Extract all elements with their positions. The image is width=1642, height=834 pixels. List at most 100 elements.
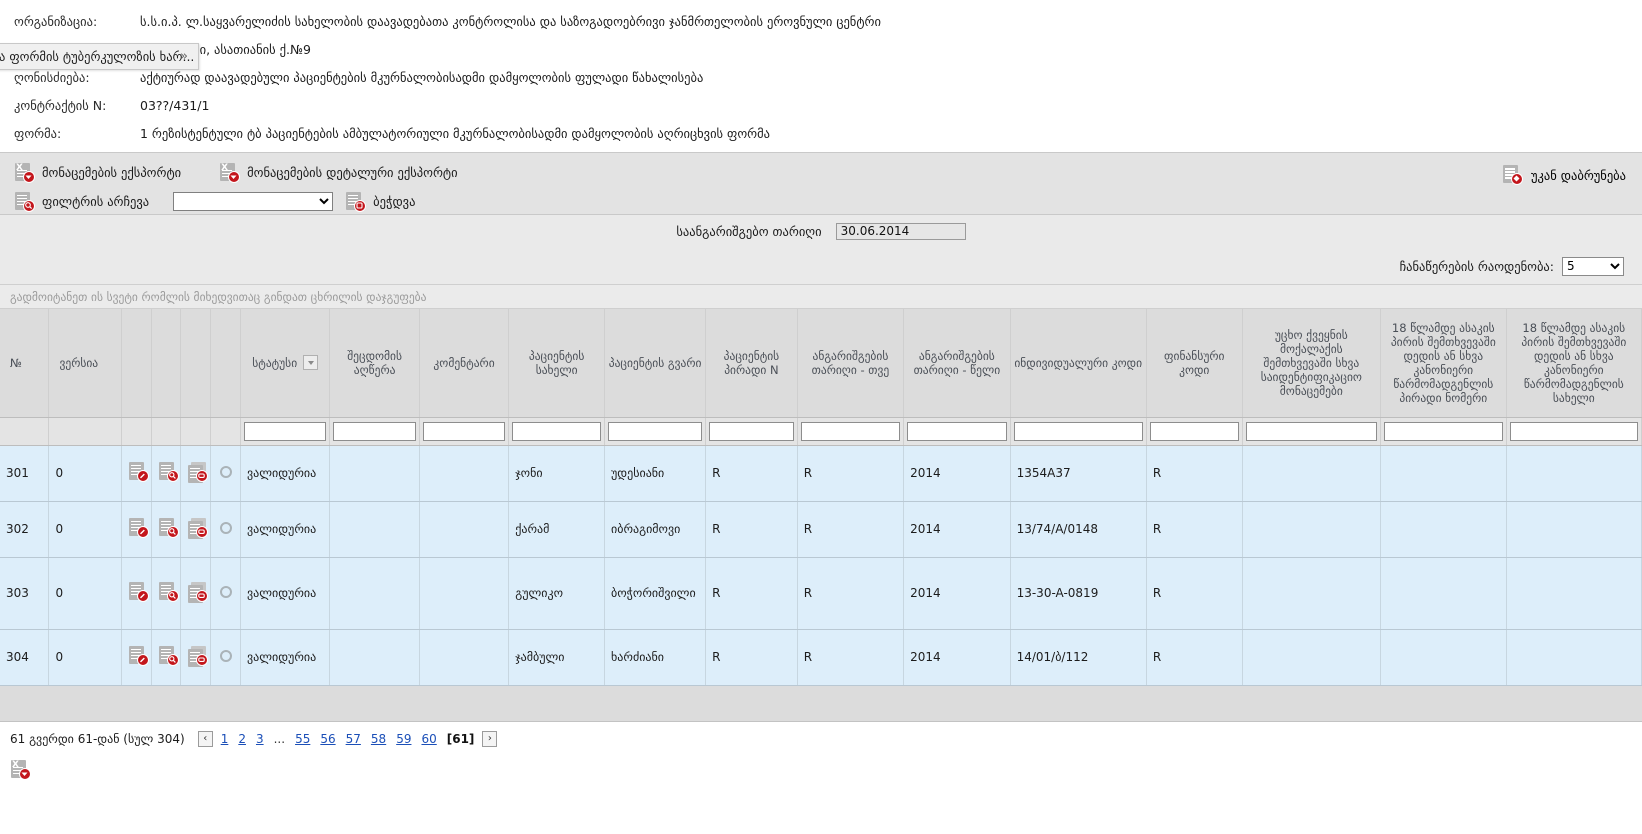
bottom-export-icon-stub[interactable]: X (0, 756, 1642, 784)
cell-comment (419, 501, 510, 558)
edit-document-icon[interactable] (128, 517, 149, 538)
row-view-button[interactable] (151, 629, 182, 686)
saved-filter-dropdown[interactable] (173, 192, 334, 211)
copy-document-icon[interactable] (187, 581, 209, 603)
table-row[interactable]: 302 0 ვალიდურია (0, 501, 1642, 558)
search-document-icon[interactable] (158, 461, 179, 482)
col-header-foreign-citizen-identification[interactable]: უცხო ქვეყნის მოქალაქის შემთხვევაში სხვა … (1242, 309, 1382, 418)
col-header-financial-code[interactable]: ფინანსური კოდი (1146, 309, 1243, 418)
row-view-button[interactable] (151, 501, 182, 558)
cell-financial-code: R (1146, 557, 1243, 630)
row-edit-button[interactable] (121, 557, 152, 630)
pagination-page-3[interactable]: 3 (255, 731, 264, 746)
copy-document-icon[interactable] (187, 517, 209, 539)
row-select-radio[interactable] (210, 629, 242, 686)
row-view-button[interactable] (151, 557, 182, 630)
col-header-comment[interactable]: კომენტარი (419, 309, 510, 418)
col-header-version[interactable]: ვერსია (48, 309, 122, 418)
filter-input-individual-code[interactable] (1013, 421, 1143, 441)
pagination-page-55[interactable]: 55 (295, 731, 311, 746)
row-copy-button[interactable] (180, 629, 212, 686)
row-copy-button[interactable] (180, 445, 212, 502)
status-filter-dropdown-icon[interactable] (303, 355, 319, 371)
search-document-icon[interactable] (158, 645, 179, 666)
cell-patient-personal-number: R (705, 501, 798, 558)
radio-circle-icon[interactable] (219, 521, 232, 534)
filter-input-error-description[interactable] (333, 421, 416, 441)
rows-per-page-label: ჩანაწერების რაოდენობა: (1399, 258, 1554, 274)
row-edit-button[interactable] (121, 501, 152, 558)
pagination-page-1[interactable]: 1 (220, 731, 229, 746)
col-header-individual-code[interactable]: ინდივიდუალური კოდი (1010, 309, 1147, 418)
row-edit-button[interactable] (121, 445, 152, 502)
export-excel-icon-bottom[interactable]: X (10, 759, 31, 780)
pagination-page-56[interactable]: 56 (320, 731, 336, 746)
col-header-error-description[interactable]: შეცდომის აღწერა (329, 309, 420, 418)
col-header-status[interactable]: სტატუსი (240, 309, 331, 418)
col-header-patient-name[interactable]: პაციენტის სახელი (508, 309, 606, 418)
reporting-date-value[interactable]: 30.06.2014 (835, 223, 966, 240)
row-view-button[interactable] (151, 445, 182, 502)
col-header-patient-surname[interactable]: პაციენტის გვარი (604, 309, 707, 418)
filter-input-report-year[interactable] (907, 421, 1007, 441)
edit-document-icon[interactable] (128, 581, 149, 602)
row-copy-button[interactable] (180, 501, 212, 558)
row-select-radio[interactable] (210, 557, 242, 630)
filter-input-status[interactable] (244, 421, 327, 441)
chevron-right-icon[interactable]: » (180, 49, 188, 64)
filter-input-report-month[interactable] (800, 421, 901, 441)
table-row[interactable]: 304 0 ვალიდურია (0, 629, 1642, 686)
pagination-next-button[interactable]: › (482, 730, 498, 747)
radio-circle-icon[interactable] (219, 649, 232, 662)
copy-document-icon[interactable] (187, 645, 209, 667)
pagination-prev-button[interactable]: ‹ (197, 730, 213, 747)
cell-patient-name: გულიკო (508, 557, 606, 630)
cell-financial-code: R (1146, 501, 1243, 558)
table-row[interactable]: 303 0 ვალიდურია (0, 557, 1642, 630)
col-header-patient-personal-number[interactable]: პაციენტის პირადი N (705, 309, 798, 418)
search-document-icon[interactable] (158, 581, 179, 602)
edit-document-icon[interactable] (128, 645, 149, 666)
filter-input-comment[interactable] (422, 421, 506, 441)
col-header-report-year[interactable]: ანგარიშგების თარიღი - წელი (903, 309, 1011, 418)
pagination-page-2[interactable]: 2 (238, 731, 246, 746)
filter-input-minor-representative-personal-number[interactable] (1384, 421, 1503, 441)
radio-circle-icon[interactable] (219, 585, 232, 598)
col-header-num[interactable]: № (0, 309, 50, 418)
export-data-button[interactable]: X მონაცემების ექსპორტი (14, 162, 181, 183)
pagination-page-59[interactable]: 59 (396, 731, 412, 746)
edit-document-icon[interactable] (128, 461, 149, 482)
export-detailed-data-button[interactable]: X მონაცემების დეტალური ექსპორტი (219, 162, 458, 183)
filter-input-patient-surname[interactable] (608, 421, 703, 441)
row-copy-button[interactable] (180, 557, 212, 630)
search-document-icon[interactable] (158, 517, 179, 538)
cell-report-month: R (797, 445, 905, 502)
filter-select-button[interactable]: ფილტრის არჩევა (14, 191, 149, 212)
row-edit-button[interactable] (121, 629, 152, 686)
col-header-minor-representative-personal-number[interactable]: 18 წლამდე ასაკის პირის შემთხვევაში დედის… (1380, 309, 1507, 418)
filter-input-minor-representative-name[interactable] (1509, 421, 1638, 441)
back-button[interactable]: უკან დაბრუნება (1502, 165, 1626, 185)
col-header-report-month[interactable]: ანგარიშგების თარიღი - თვე (797, 309, 905, 418)
cell-status: ვალიდურია (240, 557, 331, 630)
filter-input-patient-personal-number[interactable] (709, 421, 794, 441)
copy-document-icon[interactable] (187, 461, 209, 483)
pagination-page-58[interactable]: 58 (370, 731, 387, 746)
table-row[interactable]: 301 0 ვალიდურია (0, 445, 1642, 502)
print-button[interactable]: ბეჭდვა (345, 191, 415, 212)
cell-financial-code: R (1146, 445, 1243, 502)
form-tooltip-popup[interactable]: ა ფორმის ტუბერკულოზის ხარ... » (0, 43, 199, 70)
pagination-page-57[interactable]: 57 (345, 731, 361, 746)
col-header-minor-representative-name[interactable]: 18 წლამდე ასაკის პირის შემთხვევაში დედის… (1506, 309, 1642, 418)
filter-input-foreign-citizen-identification[interactable] (1245, 421, 1377, 441)
row-select-radio[interactable] (210, 501, 242, 558)
radio-circle-icon[interactable] (219, 465, 232, 478)
group-by-drop-hint[interactable]: გადმოიტანეთ ის სვეტი რომლის მიხედვითაც გ… (0, 284, 1642, 309)
filter-input-financial-code[interactable] (1149, 421, 1239, 441)
filter-input-patient-name[interactable] (512, 421, 602, 441)
row-select-radio[interactable] (210, 445, 242, 502)
rows-per-page-dropdown[interactable]: 5 (1562, 256, 1624, 276)
pagination-page-60[interactable]: 60 (421, 731, 437, 746)
cell-financial-code: R (1146, 629, 1243, 686)
